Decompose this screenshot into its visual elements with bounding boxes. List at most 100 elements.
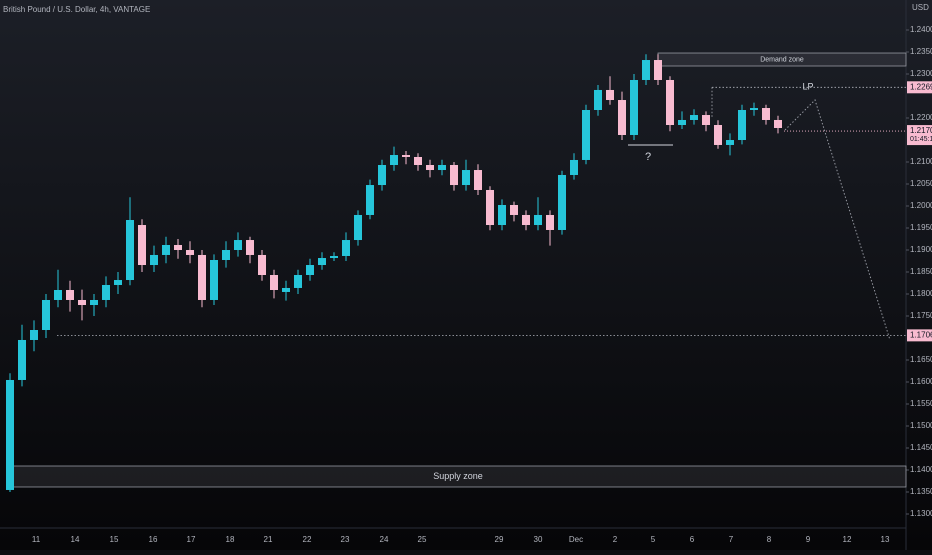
y-tick-label: 1.16000 [910, 377, 932, 386]
candle-body [414, 156, 422, 165]
candle-body [582, 110, 590, 160]
x-tick-label: 7 [729, 535, 734, 544]
candle-body [570, 159, 578, 175]
candle-body [534, 214, 542, 226]
x-tick-label: 16 [149, 535, 158, 544]
y-tick-label: 1.14000 [910, 465, 932, 474]
candle-body [66, 290, 74, 300]
candle-body [606, 89, 614, 101]
candle-body [330, 255, 338, 259]
level-badge [907, 81, 932, 94]
candle-body [714, 125, 722, 145]
level-label: 1.17060 [910, 330, 932, 339]
x-tick-label: 23 [341, 535, 350, 544]
candle-body [198, 254, 206, 300]
candle-body [678, 119, 686, 126]
x-tick-label: 13 [881, 535, 890, 544]
candle-body [630, 79, 638, 135]
candle-body [390, 155, 398, 165]
candle-body [90, 299, 98, 306]
candle-body [618, 100, 626, 135]
candle-body [462, 170, 470, 186]
level-label: 1.22698 [910, 82, 932, 91]
candle-body [594, 89, 602, 110]
candle-body [294, 275, 302, 288]
candle-body [702, 115, 710, 126]
y-tick-label: 1.13500 [910, 487, 932, 496]
candle-body [546, 214, 554, 230]
candle-body [78, 299, 86, 306]
candle-body [54, 290, 62, 300]
candle-body [342, 240, 350, 256]
level-badge [907, 329, 932, 342]
level-annotation: LP [802, 82, 813, 92]
candle-body [438, 165, 446, 171]
candle-body [306, 265, 314, 275]
candle-body [138, 225, 146, 266]
candle-body [210, 259, 218, 300]
candle-body [162, 244, 170, 255]
candle-body [402, 155, 410, 157]
candle-body [30, 330, 38, 340]
candle-body [510, 204, 518, 215]
x-tick-label: 21 [264, 535, 273, 544]
candle-body [750, 108, 758, 110]
candle-body [498, 204, 506, 226]
candle-body [486, 189, 494, 226]
candle-body [522, 214, 530, 226]
x-tick-label: 17 [187, 535, 196, 544]
y-tick-label: 1.24000 [910, 25, 932, 34]
y-tick-label: 1.15500 [910, 399, 932, 408]
y-tick-label: 1.13000 [910, 509, 932, 518]
y-tick-label: 1.19500 [910, 223, 932, 232]
countdown: 01:45:14 [910, 136, 932, 143]
y-tick-label: 1.22000 [910, 113, 932, 122]
y-tick-label: 1.18500 [910, 267, 932, 276]
candle-body [378, 165, 386, 186]
candle-body [282, 287, 290, 292]
x-tick-label: 14 [71, 535, 80, 544]
candle-body [666, 79, 674, 126]
x-tick-label: 12 [843, 535, 852, 544]
x-tick-label: 22 [303, 535, 312, 544]
candle-body [558, 174, 566, 230]
candle-body [114, 280, 122, 285]
x-tick-label: 6 [690, 535, 695, 544]
x-tick-label: 29 [495, 535, 504, 544]
candle-body [258, 254, 266, 275]
x-tick-label: Dec [569, 535, 583, 544]
candle-body [18, 339, 26, 380]
y-tick-label: 1.19000 [910, 245, 932, 254]
candle-body [126, 220, 134, 281]
y-tick-label: 1.20500 [910, 179, 932, 188]
candle-body [102, 284, 110, 300]
x-tick-label: 18 [226, 535, 235, 544]
candle-body [366, 185, 374, 215]
symbol-title: British Pound / U.S. Dollar, 4h, VANTAGE [3, 5, 150, 14]
candle-body [690, 115, 698, 120]
candle-body [174, 244, 182, 251]
annotation: ? [645, 151, 651, 163]
x-tick-label: 11 [32, 535, 41, 544]
x-tick-label: 5 [651, 535, 656, 544]
candle-body [738, 110, 746, 141]
y-tick-label: 1.14500 [910, 443, 932, 452]
candle-body [426, 165, 434, 171]
candle-body [762, 108, 770, 120]
candle-body [450, 165, 458, 186]
y-tick-label: 1.23000 [910, 69, 932, 78]
candle-body [6, 379, 14, 490]
x-tick-label: 9 [806, 535, 811, 544]
plot: 1.24000 1.23500 1.23000 1.22000 1.21000 1.205… [6, 25, 932, 544]
projection-path [784, 99, 891, 341]
y-tick-label: 1.16500 [910, 355, 932, 364]
y-tick-label: 1.17500 [910, 311, 932, 320]
x-tick-label: 8 [767, 535, 772, 544]
candle-body [474, 170, 482, 190]
candle-body [654, 60, 662, 80]
candle-body [318, 258, 326, 266]
y-tick-label: 1.15000 [910, 421, 932, 430]
candle-body [234, 240, 242, 251]
candle-body [150, 254, 158, 266]
